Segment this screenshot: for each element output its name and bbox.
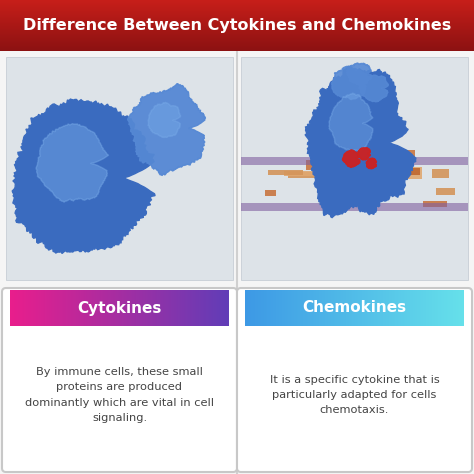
Polygon shape [366,158,376,169]
Bar [369,155,391,164]
Bar [319,189,346,195]
Polygon shape [148,102,181,137]
Bar [380,150,415,159]
Text: Cytokines: Cytokines [77,301,162,316]
Polygon shape [12,99,155,254]
Bar [344,172,370,183]
Text: By immune cells, these small
proteins are produced
dominantly which are vital in: By immune cells, these small proteins ar… [25,367,214,423]
Bar [423,201,447,207]
Polygon shape [342,150,360,167]
Bar [268,170,303,174]
Bar [403,167,422,179]
FancyBboxPatch shape [237,288,472,472]
Polygon shape [128,84,205,175]
Polygon shape [358,148,370,160]
Text: Difference Between Cytokines and Chemokines: Difference Between Cytokines and Chemoki… [23,18,451,33]
Bar [241,202,468,210]
Bar [306,160,315,170]
Bar [432,169,449,178]
Polygon shape [329,93,373,151]
Bar [354,187,384,197]
Polygon shape [331,66,368,100]
Bar [342,173,371,179]
Polygon shape [347,63,373,85]
Polygon shape [36,124,109,202]
Text: It is a specific cytokine that is
particularly adapted for cells
chemotaxis.: It is a specific cytokine that is partic… [270,375,439,415]
Bar [284,171,314,176]
Polygon shape [359,75,388,102]
Bar [436,188,455,195]
Polygon shape [305,66,416,218]
Bar [0,51,474,474]
Bar [357,173,374,180]
Bar [241,57,468,280]
FancyBboxPatch shape [2,288,237,472]
Bar [387,168,420,175]
Bar [356,165,372,172]
Bar [265,190,276,196]
Bar [6,57,233,280]
Bar [288,172,325,178]
Bar [241,156,468,164]
Text: Chemokines: Chemokines [302,301,407,316]
